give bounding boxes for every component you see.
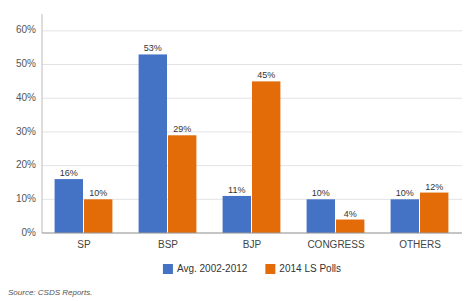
x-tick-label: BJP xyxy=(243,239,262,250)
y-tick-label: 50% xyxy=(16,58,36,69)
bar xyxy=(420,193,448,233)
y-tick-label: 10% xyxy=(16,193,36,204)
grid-line xyxy=(42,30,462,31)
bar xyxy=(307,199,335,233)
legend-label: 2014 LS Polls xyxy=(279,263,341,274)
bar xyxy=(139,54,167,233)
y-tick-label: 60% xyxy=(16,24,36,35)
data-label: 29% xyxy=(173,124,191,134)
bar xyxy=(84,199,112,233)
x-tick-label: SP xyxy=(77,239,91,250)
x-tick-label: OTHERS xyxy=(399,239,441,250)
data-label: 45% xyxy=(257,70,275,80)
bars xyxy=(55,54,449,233)
chart: 0% 10% 20% 30% 40% 50% 60% 16% 53% 11% 10% 10% 10% 29… xyxy=(0,0,474,301)
legend-label: Avg. 2002-2012 xyxy=(177,263,248,274)
y-tick-label: 20% xyxy=(16,159,36,170)
x-tick-label: CONGRESS xyxy=(307,239,365,250)
y-tick-label: 40% xyxy=(16,92,36,103)
legend-swatch xyxy=(163,264,173,274)
grid-line xyxy=(42,64,462,65)
bar xyxy=(391,199,419,233)
data-label: 4% xyxy=(344,209,357,219)
data-label: 12% xyxy=(425,182,443,192)
bar xyxy=(223,196,251,233)
data-label: 10% xyxy=(89,188,107,198)
source-note: Source: CSDS Reports. xyxy=(8,288,92,297)
legend: Avg. 2002-2012 2014 LS Polls xyxy=(163,263,341,274)
bar xyxy=(252,81,280,233)
data-label: 11% xyxy=(228,185,245,195)
bar xyxy=(168,135,196,233)
data-label: 10% xyxy=(312,188,330,198)
data-label: 10% xyxy=(396,188,414,198)
legend-swatch xyxy=(265,264,275,274)
bar xyxy=(55,179,83,233)
y-axis-line xyxy=(42,14,43,233)
x-axis-line xyxy=(42,233,462,234)
x-tick-label: BSP xyxy=(158,239,178,250)
bar xyxy=(336,220,364,233)
y-tick-label: 30% xyxy=(16,126,36,137)
data-label: 53% xyxy=(144,43,162,53)
data-label: 16% xyxy=(60,168,78,178)
y-tick-label: 0% xyxy=(22,227,37,238)
grid-line xyxy=(42,233,462,234)
